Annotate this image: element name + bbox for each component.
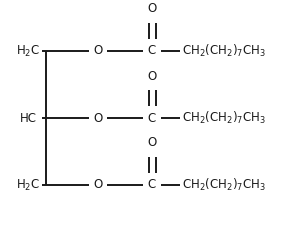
Text: O: O [147,136,157,149]
Text: CH$_2$(CH$_2$)$_7$CH$_3$: CH$_2$(CH$_2$)$_7$CH$_3$ [182,43,266,59]
Text: H$_2$C: H$_2$C [16,177,40,193]
Text: H$_2$C: H$_2$C [16,43,40,59]
Text: O: O [147,3,157,16]
Text: CH$_2$(CH$_2$)$_7$CH$_3$: CH$_2$(CH$_2$)$_7$CH$_3$ [182,110,266,126]
Text: C: C [148,111,156,125]
Text: O: O [147,69,157,83]
Text: O: O [93,178,102,191]
Text: C: C [148,178,156,191]
Text: O: O [93,111,102,125]
Text: O: O [93,45,102,58]
Text: C: C [148,45,156,58]
Text: CH$_2$(CH$_2$)$_7$CH$_3$: CH$_2$(CH$_2$)$_7$CH$_3$ [182,177,266,193]
Text: HC: HC [20,111,37,125]
